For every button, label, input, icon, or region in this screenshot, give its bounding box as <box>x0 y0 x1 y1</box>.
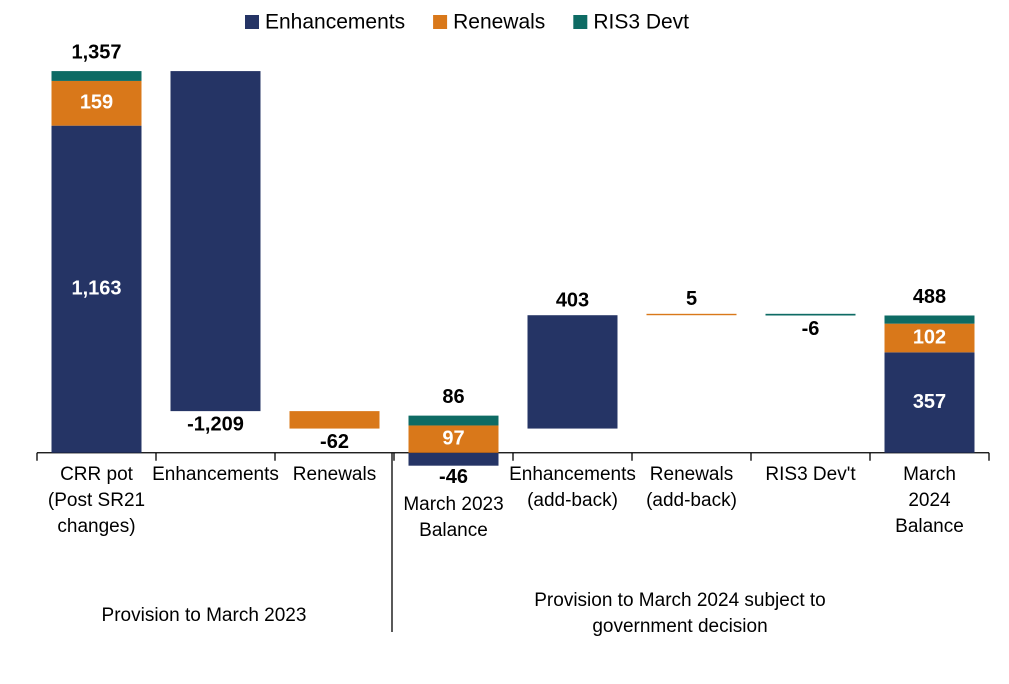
bar-segment <box>884 315 975 324</box>
bar <box>646 313 737 316</box>
x-tick-label: March 2024 Balance <box>895 463 964 537</box>
legend-label: Enhancements <box>265 11 405 34</box>
legend-label: Renewals <box>453 11 545 34</box>
legend-label: RIS3 Devt <box>593 11 689 34</box>
bar-segment <box>408 452 499 466</box>
data-label: 1,357 <box>71 41 121 63</box>
x-tick-label: Enhancements (add-back) <box>509 463 636 511</box>
legend-swatch <box>573 15 588 29</box>
data-label: 488 <box>913 286 946 308</box>
x-tick-label: CRR pot (Post SR21 changes) <box>47 463 146 537</box>
data-label: 86 <box>442 386 464 408</box>
legend-swatch <box>433 15 448 29</box>
data-label: -62 <box>320 431 349 453</box>
group-label: Provision to March 2023 <box>101 605 307 626</box>
data-label: 403 <box>556 290 589 312</box>
x-tick-label: RIS3 Dev't <box>765 463 856 485</box>
bar <box>289 411 380 429</box>
data-label: -6 <box>802 318 820 340</box>
data-label: 159 <box>80 92 113 114</box>
bar-segment <box>408 415 499 426</box>
legend-swatch <box>245 15 259 29</box>
x-tick-label: Renewals <box>292 463 377 485</box>
data-label: 357 <box>913 391 946 413</box>
bar <box>170 71 261 412</box>
data-label: -1,209 <box>187 413 244 435</box>
data-label: 5 <box>686 288 697 310</box>
bar-segment <box>884 352 975 453</box>
bar-segment <box>408 425 499 453</box>
data-label: 97 <box>442 427 464 449</box>
data-label: -46 <box>439 466 468 488</box>
bar-segment <box>51 71 142 81</box>
x-tick-label: Renewals (add-back) <box>646 463 737 511</box>
bar <box>765 313 856 316</box>
bar <box>527 315 618 429</box>
x-tick-label: March 2023 Balance <box>403 493 504 541</box>
group-label: Provision to March 2024 subject to gover… <box>534 590 826 637</box>
x-tick-label: Enhancements <box>152 463 279 485</box>
bar-segment <box>51 80 142 126</box>
data-label: 1,163 <box>71 277 121 299</box>
data-label: 102 <box>913 326 946 348</box>
bar-segment <box>884 323 975 353</box>
bar-segment <box>51 125 142 453</box>
